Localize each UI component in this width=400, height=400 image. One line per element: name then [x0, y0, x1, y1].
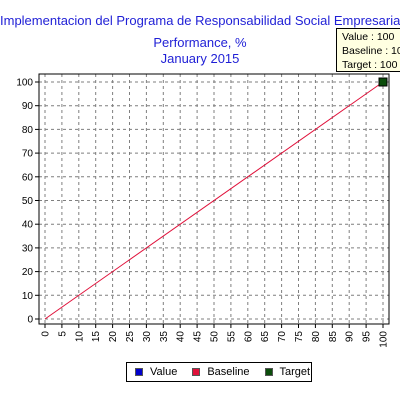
y-tick-label-0: 0	[27, 315, 33, 326]
x-tick-label-45: 45	[193, 331, 204, 343]
chart-subtitle: Performance, %	[153, 35, 247, 50]
x-tick-label-80: 80	[311, 331, 322, 343]
legend-item-value: Value	[135, 366, 177, 378]
x-tick-label-55: 55	[226, 331, 237, 343]
y-tick-label-20: 20	[22, 267, 34, 278]
y-tick-label-10: 10	[22, 291, 34, 302]
chart-period: January 2015	[160, 51, 240, 66]
legend: Value Baseline Target	[126, 362, 312, 382]
x-tick-label-15: 15	[91, 331, 102, 343]
x-tick-label-100: 100	[379, 331, 390, 348]
chart-title: Implementacion del Programa de Responsab…	[0, 13, 400, 28]
legend-swatch-value	[135, 368, 143, 376]
series-line-baseline	[44, 81, 384, 320]
tooltip-target: Target : 100	[342, 59, 398, 71]
x-tick-label-70: 70	[277, 331, 288, 343]
x-tick-label-35: 35	[159, 331, 170, 343]
x-tick-label-90: 90	[345, 331, 356, 343]
y-tick-label-90: 90	[22, 101, 34, 112]
series-point-target	[378, 77, 388, 87]
x-tick-label-20: 20	[108, 331, 119, 343]
tooltip-value: Value : 100	[342, 31, 395, 43]
x-axis-ticks: 0 5 10 15 20 25 30 35 40 45 50 55 60 65 70 75 80 85 90 95 10…	[41, 324, 390, 348]
y-tick-label-80: 80	[22, 125, 34, 136]
y-tick-label-100: 100	[16, 78, 33, 89]
x-tick-label-75: 75	[294, 331, 305, 343]
x-tick-label-60: 60	[243, 331, 254, 343]
x-tick-label-65: 65	[260, 331, 271, 343]
x-tick-label-85: 85	[328, 331, 339, 343]
x-tick-label-40: 40	[176, 331, 187, 343]
legend-label-target: Target	[279, 366, 311, 378]
x-tick-label-10: 10	[74, 331, 85, 343]
legend-item-target: Target	[264, 366, 311, 378]
y-tick-label-70: 70	[22, 149, 34, 160]
legend-item-baseline: Baseline	[192, 366, 250, 378]
y-tick-label-50: 50	[22, 196, 34, 207]
legend-swatch-target	[264, 368, 273, 376]
x-tick-label-30: 30	[142, 331, 153, 343]
data-tooltip: Value : 100 Baseline : 100 Target : 100	[336, 28, 400, 72]
y-tick-label-40: 40	[22, 220, 34, 231]
x-tick-label-95: 95	[362, 331, 373, 343]
x-tick-label-5: 5	[57, 331, 68, 337]
chart-marks	[44, 77, 388, 320]
legend-label-value: Value	[150, 366, 178, 378]
legend-swatch-baseline	[192, 368, 201, 376]
y-tick-label-30: 30	[22, 243, 34, 254]
tooltip-baseline: Baseline : 100	[342, 45, 400, 57]
x-tick-label-50: 50	[210, 331, 221, 343]
x-tick-label-0: 0	[41, 331, 52, 337]
y-tick-label-60: 60	[22, 172, 34, 183]
y-axis-ticks: 0 10 20 30 40 50 60 70 80 90 100	[16, 78, 39, 326]
legend-label-baseline: Baseline	[207, 366, 250, 378]
x-tick-label-25: 25	[125, 331, 136, 343]
